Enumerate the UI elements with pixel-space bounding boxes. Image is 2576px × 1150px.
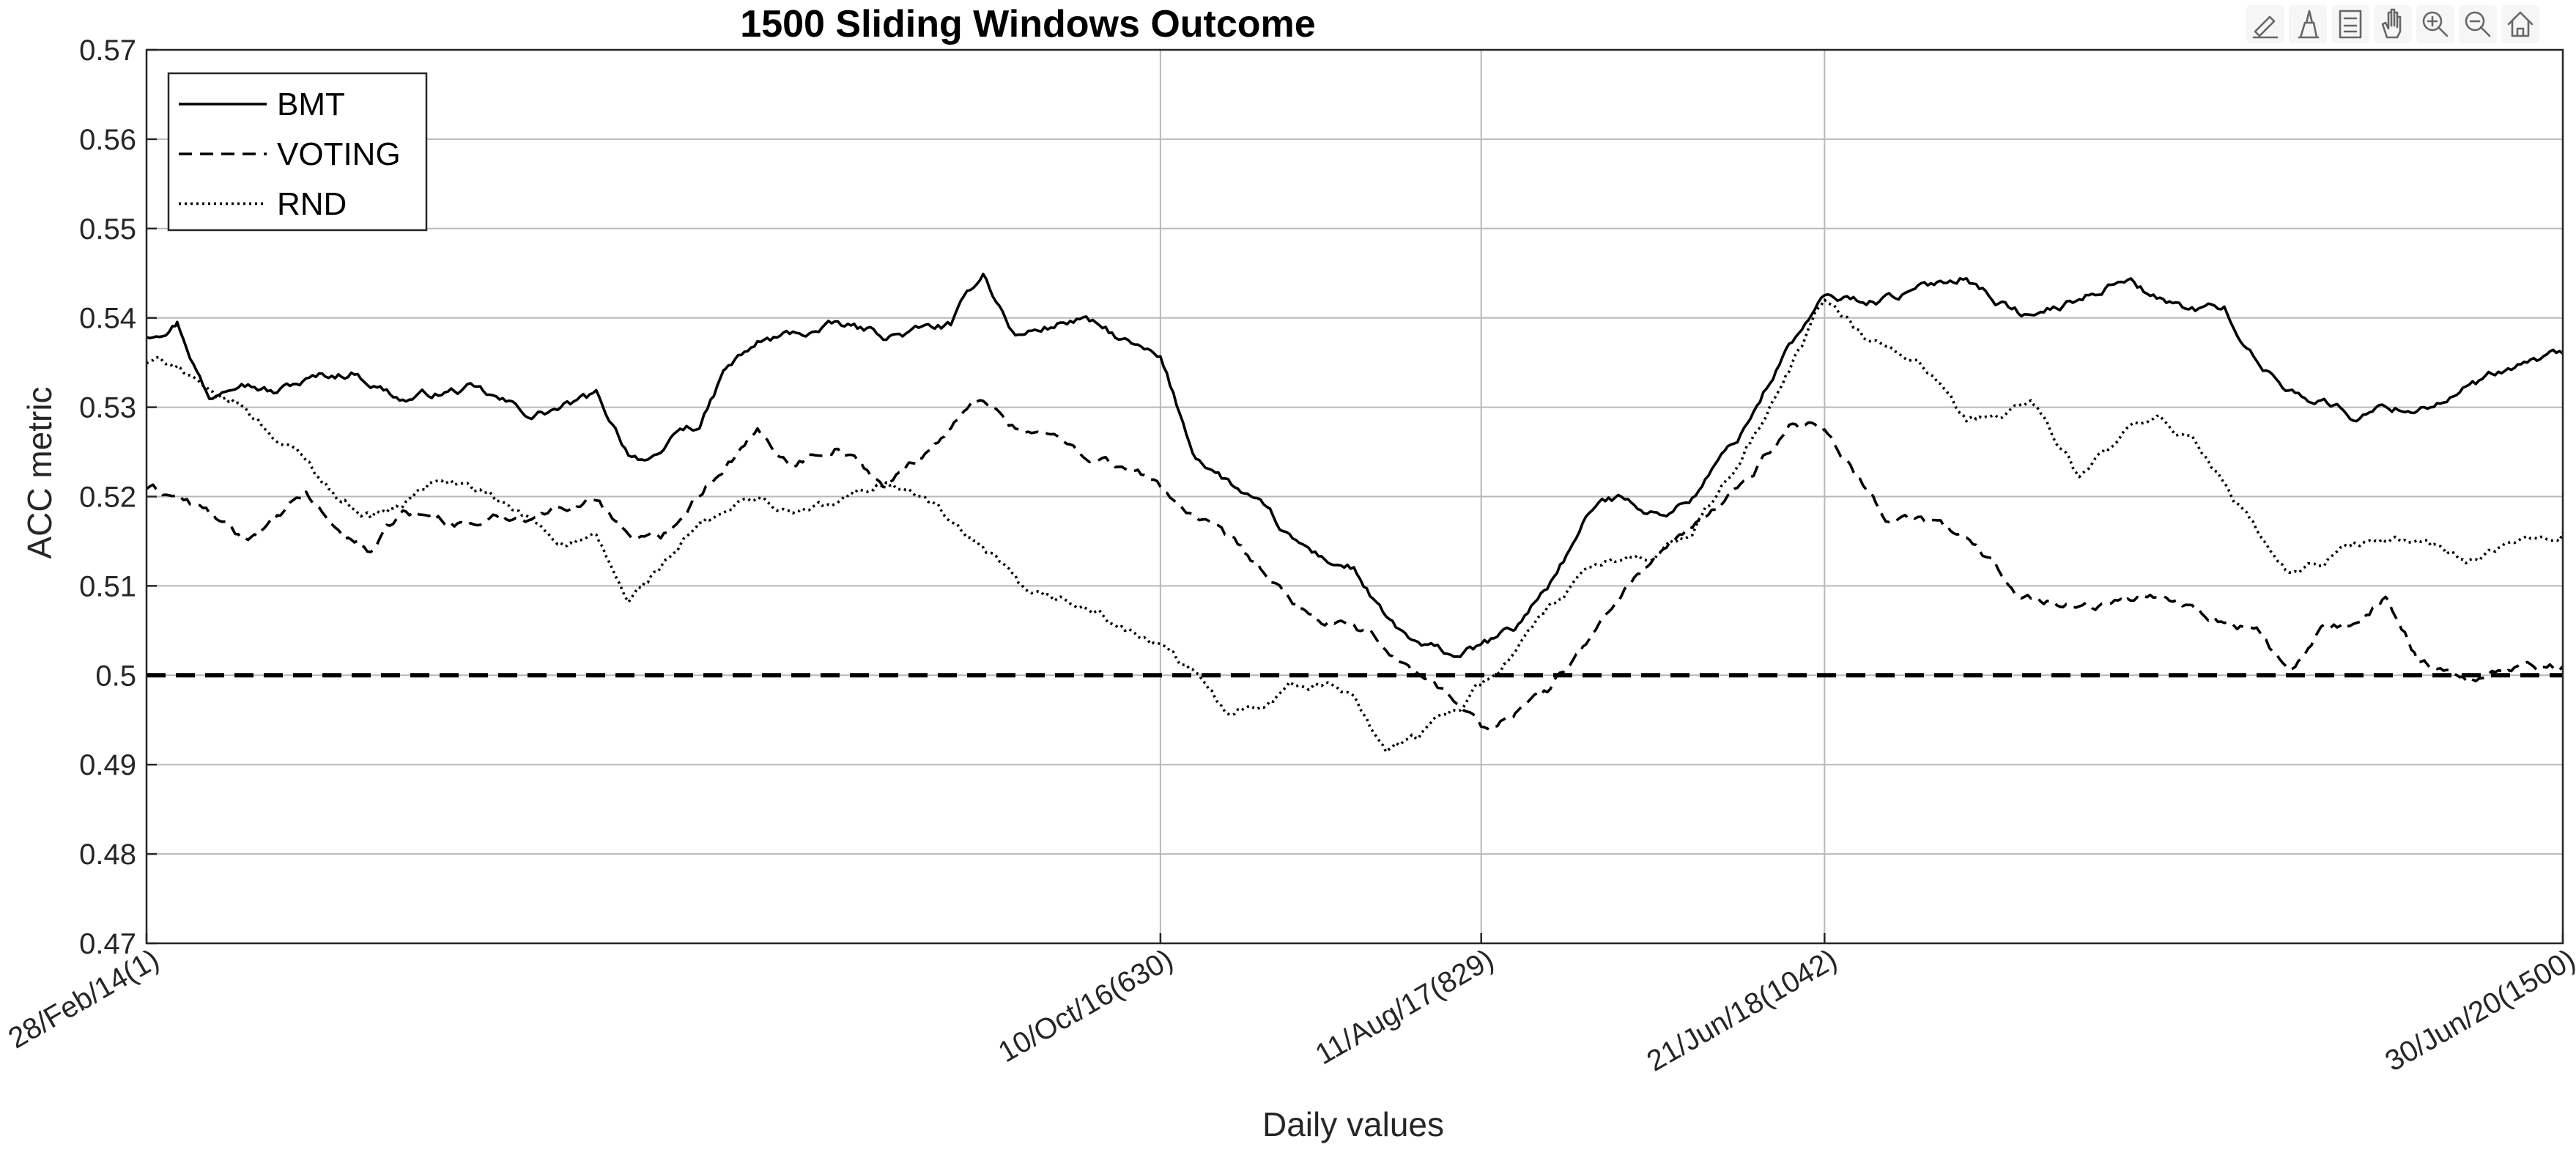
x-tick-label: 11/Aug/17(829) bbox=[1310, 943, 1499, 1072]
legend-toggle-icon bbox=[2339, 10, 2362, 39]
x-tick-label: 30/Jun/20(1500) bbox=[2380, 943, 2576, 1078]
y-tick-label: 0.55 bbox=[79, 213, 136, 246]
y-tick-label: 0.49 bbox=[79, 749, 136, 781]
toolbar-button-bg[interactable] bbox=[2289, 5, 2327, 43]
y-tick-label: 0.57 bbox=[79, 34, 136, 67]
x-axis-label: Daily values bbox=[1262, 1105, 1444, 1143]
series-line-rnd bbox=[145, 298, 2564, 753]
y-tick-label: 0.52 bbox=[79, 482, 136, 514]
toolbar-button-bg[interactable] bbox=[2501, 5, 2539, 43]
x-tick-label: 21/Jun/18(1042) bbox=[1642, 943, 1843, 1078]
legend-label-voting: VOTING bbox=[277, 136, 401, 172]
y-tick-label: 0.48 bbox=[79, 838, 136, 871]
y-axis-label: ACC metric bbox=[21, 386, 59, 559]
zoom-out-icon bbox=[2465, 11, 2491, 37]
legend-label-rnd: RND bbox=[277, 186, 347, 222]
legend-toggle-button[interactable] bbox=[2331, 5, 2369, 43]
zoom-out-button[interactable] bbox=[2459, 5, 2497, 43]
y-tick-label: 0.54 bbox=[79, 303, 136, 335]
legend-label-bmt: BMT bbox=[277, 86, 345, 122]
y-tick-label: 0.51 bbox=[79, 570, 136, 602]
data-cursor-icon bbox=[2298, 10, 2320, 39]
y-tick-label: 0.47 bbox=[79, 928, 136, 960]
home-restore-button[interactable] bbox=[2501, 5, 2539, 43]
y-tick-label: 0.5 bbox=[95, 660, 136, 692]
grid-lines bbox=[145, 48, 2564, 945]
pan-hand-icon bbox=[2381, 8, 2402, 39]
y-tick-label: 0.53 bbox=[79, 392, 136, 424]
zoom-in-button[interactable] bbox=[2416, 5, 2454, 43]
y-tick-labels: 0.47 0.48 0.49 0.5 0.51 0.52 0.53 0.54 0.55 0.56 0… bbox=[79, 34, 136, 960]
figure-toolbar[interactable] bbox=[2246, 5, 2539, 43]
zoom-in-icon bbox=[2422, 11, 2449, 37]
toolbar-button-bg[interactable] bbox=[2459, 5, 2497, 43]
series-line-bmt bbox=[146, 273, 2564, 658]
series-line-voting bbox=[145, 399, 2564, 731]
home-restore-icon bbox=[2507, 11, 2534, 37]
brush-edit-icon bbox=[2252, 15, 2279, 39]
pan-hand-button[interactable] bbox=[2374, 5, 2412, 43]
legend[interactable]: BMT VOTING RND bbox=[167, 72, 428, 232]
legend-box bbox=[167, 72, 428, 232]
series-layer bbox=[145, 273, 2564, 753]
toolbar-button-bg[interactable] bbox=[2246, 5, 2284, 43]
plot-frame bbox=[145, 48, 2564, 945]
toolbar-button-bg[interactable] bbox=[2374, 5, 2412, 43]
data-cursor-button[interactable] bbox=[2289, 5, 2327, 43]
x-tick-label: 10/Oct/16(630) bbox=[993, 943, 1178, 1069]
toolbar-button-bg[interactable] bbox=[2416, 5, 2454, 43]
y-tick-label: 0.56 bbox=[79, 124, 136, 156]
chart-title: 1500 Sliding Windows Outcome bbox=[740, 3, 1315, 45]
x-tick-labels: 28/Feb/14(1) 10/Oct/16(630) 11/Aug/17(829)… bbox=[3, 943, 2576, 1078]
brush-edit-button[interactable] bbox=[2246, 5, 2284, 43]
